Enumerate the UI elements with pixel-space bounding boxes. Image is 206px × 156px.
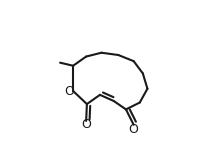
Text: O: O (64, 85, 74, 98)
Text: O: O (129, 122, 139, 136)
Text: O: O (81, 118, 91, 131)
